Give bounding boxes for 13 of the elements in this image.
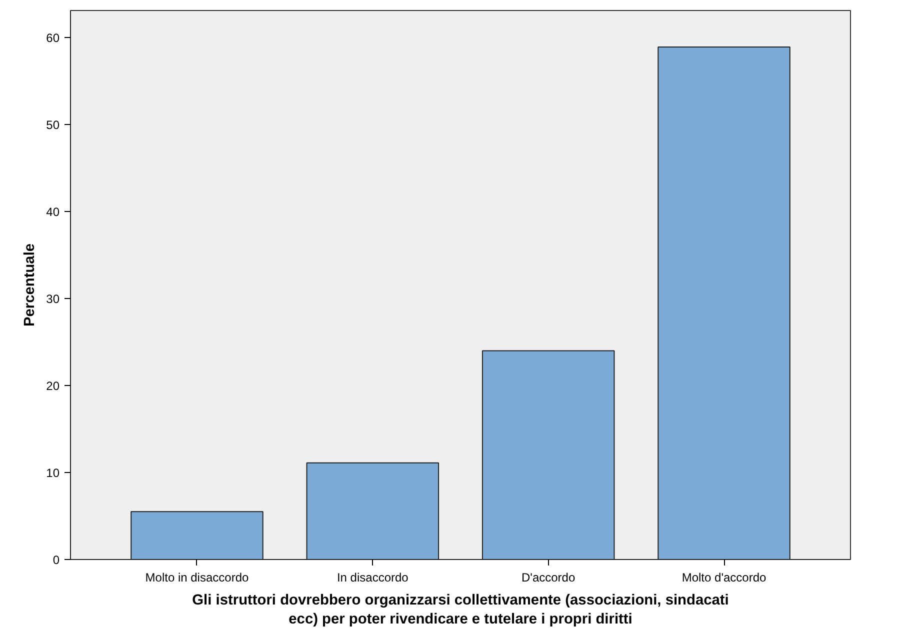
y-tick-label: 30 (46, 292, 60, 306)
x-tick-label: In disaccordo (336, 570, 409, 584)
x-tick-label: Molto in disaccordo (145, 570, 250, 584)
y-tick-label: 40 (46, 204, 60, 219)
y-tick-label: 50 (46, 118, 60, 132)
y-tick-label: 60 (46, 30, 60, 45)
y-tick-label: 0 (52, 553, 60, 567)
y-axis-title: Percentuale (22, 243, 38, 327)
x-axis-title: Gli istruttori dovrebbero organizzarsi collettivamente (associazioni, sindacati ecc) per poter rivendicare e tutelare i propri diritti (192, 592, 729, 628)
y-tick-label: 20 (46, 378, 60, 393)
x-tick-label: D'accordo (522, 570, 576, 584)
x-tick-label: Molto d'accordo (682, 570, 767, 584)
y-tick-label: 10 (46, 466, 60, 480)
